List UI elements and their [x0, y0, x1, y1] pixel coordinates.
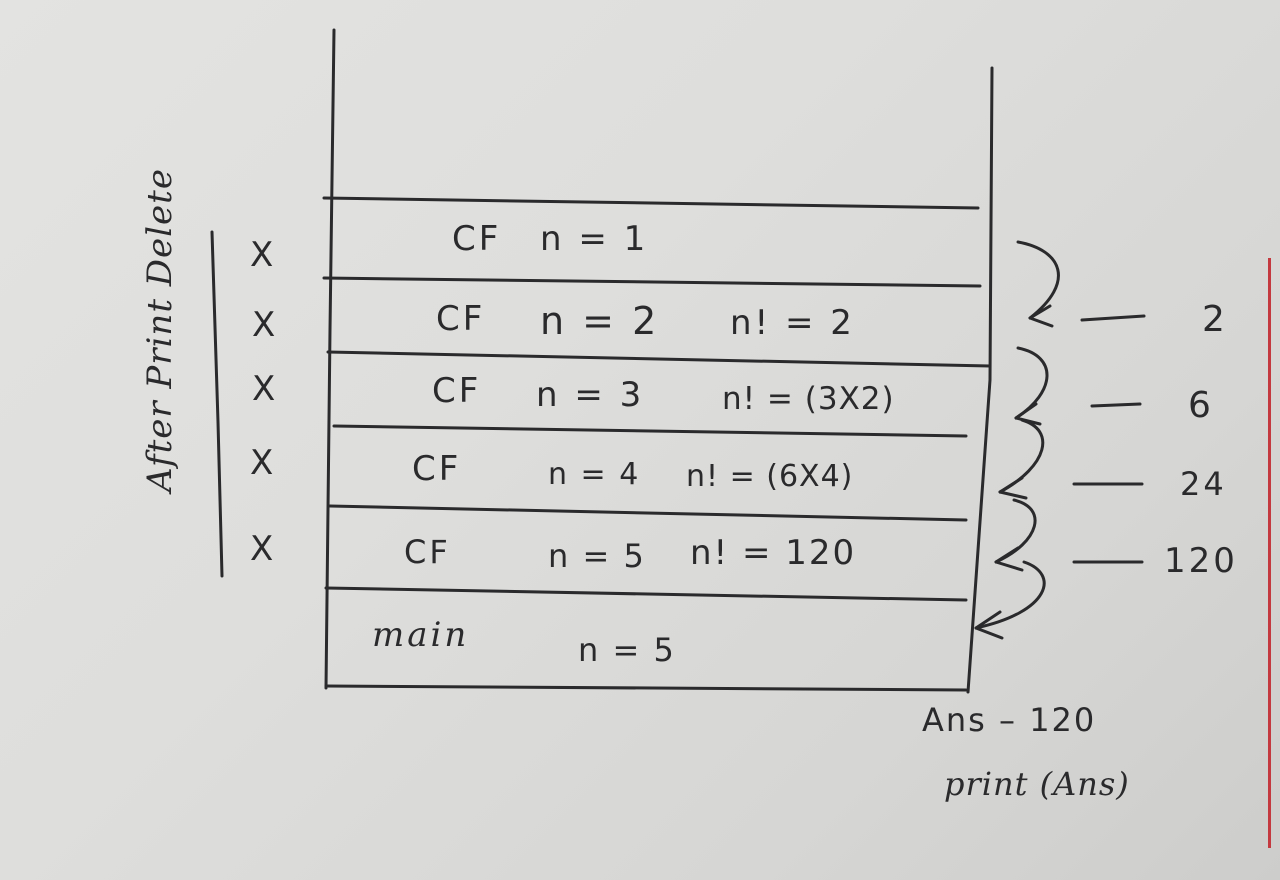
stack-right-wall [966, 66, 994, 694]
return-arrow [998, 476, 1028, 500]
frame-n: n = 2 [540, 299, 660, 343]
frame-n: n = 5 [548, 537, 646, 575]
frame-divider [328, 504, 968, 522]
frame-divider [322, 196, 980, 210]
frame-factorial: n! = 2 [730, 303, 855, 343]
return-arrow [994, 498, 1037, 564]
frame-label: CF [452, 219, 502, 259]
frame-label: CF [404, 533, 451, 571]
side-label: After Print Delete [140, 168, 180, 492]
return-arrow [1016, 240, 1060, 320]
frame-n: n = 4 [548, 457, 641, 492]
frame-divider [324, 586, 968, 602]
frame-factorial: n! = 120 [690, 533, 857, 573]
return-arrow [998, 418, 1045, 494]
return-arrow [994, 546, 1024, 572]
print-line: print (Ans) [944, 765, 1130, 803]
return-dash [1080, 314, 1146, 322]
return-arrow [1028, 304, 1054, 328]
return-value: 6 [1188, 385, 1214, 426]
return-arrow [974, 560, 1046, 630]
frame-label: CF [436, 299, 486, 339]
delete-mark: X [250, 529, 274, 569]
return-value: 120 [1164, 541, 1238, 581]
return-value: 24 [1180, 465, 1227, 503]
delete-mark: X [250, 443, 274, 483]
frame-n: n = 1 [540, 219, 649, 259]
frame-factorial: n! = (6X4) [686, 459, 854, 494]
frame-n: n = 3 [536, 375, 645, 415]
page-edge-line [1268, 258, 1271, 848]
return-value: 2 [1202, 299, 1228, 340]
frame-divider [332, 424, 968, 438]
side-bar [210, 230, 224, 578]
stack-left-wall [324, 28, 336, 690]
delete-mark: X [252, 369, 276, 409]
frame-divider [326, 350, 992, 368]
stack-bottom [324, 684, 968, 692]
return-arrow [974, 610, 1004, 640]
answer-line: Ans – 120 [922, 701, 1097, 739]
frame-label: CF [412, 449, 462, 489]
delete-mark: X [252, 305, 276, 345]
frame-label: CF [432, 371, 482, 411]
frame-label: main [372, 615, 470, 655]
frame-divider [322, 276, 982, 288]
frame-n: n = 5 [578, 631, 676, 669]
delete-mark: X [250, 235, 274, 275]
return-dash [1090, 402, 1142, 408]
frame-factorial: n! = (3X2) [722, 381, 895, 417]
